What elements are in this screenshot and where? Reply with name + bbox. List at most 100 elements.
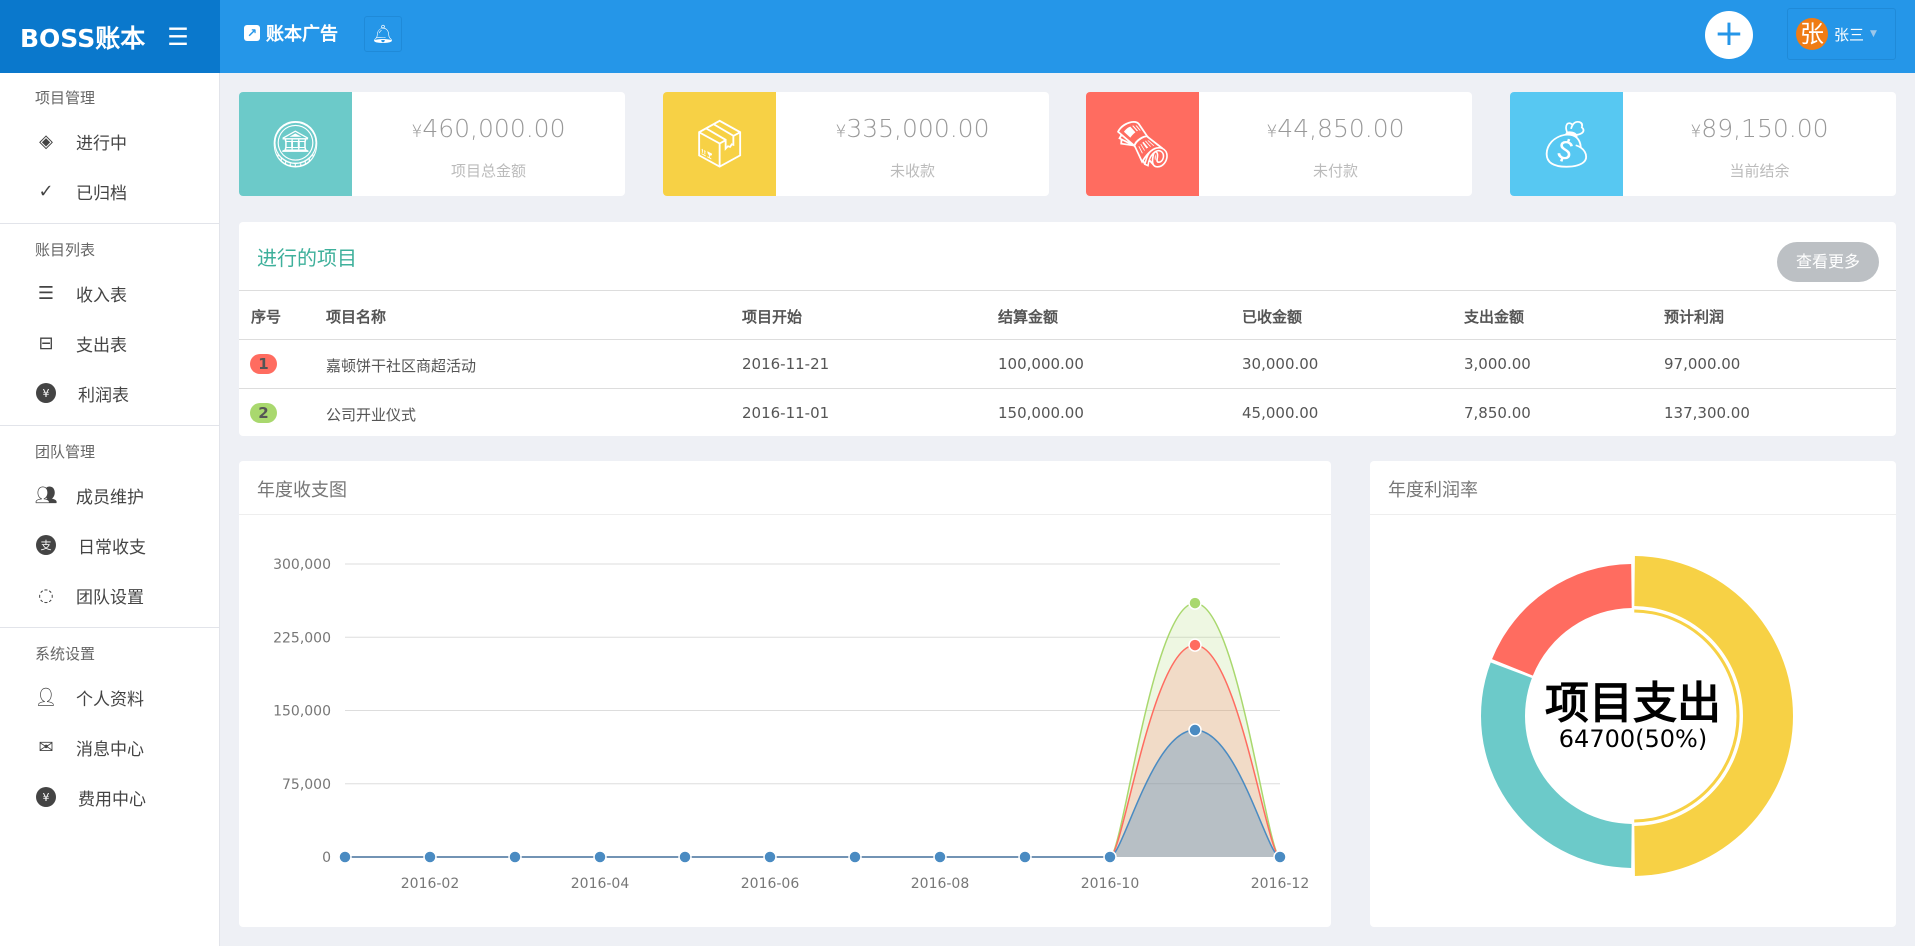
panel-title: 年度收支图 (257, 480, 347, 501)
sidebar-section-title: 系统设置 (35, 645, 96, 663)
data-point (1018, 850, 1032, 864)
data-point (933, 850, 947, 864)
projects-table: 序号 项目名称 项目开始 结算金额 已收金额 支出金额 预计利润 1 嘉顿饼干社区商超活动 201… (239, 290, 1896, 437)
donut-chart (1481, 556, 1794, 876)
sidebar-item-label: 支出表 (76, 335, 127, 356)
sidebar-item-label: 个人资料 (76, 689, 144, 710)
amount-value: 89,150.00 (1701, 114, 1829, 143)
sidebar-item-label: 成员维护 (76, 487, 144, 508)
amount-value: 335,000.00 (846, 114, 990, 143)
sidebar-item-label: 收入表 (76, 285, 127, 306)
zhi-circle-icon: 支 (36, 535, 56, 555)
donut-slice[interactable] (1481, 662, 1632, 868)
column-header: 预计利润 (1664, 308, 1725, 326)
projects-panel: 进行的项目 查看更多 序号 项目名称 项目开始 结算金额 已收金额 支出金额 预计利润 1 嘉顿… (239, 222, 1896, 436)
sidebar-item[interactable]: ✉ 消息中心 (0, 727, 220, 767)
column-header: 结算金额 (998, 308, 1059, 326)
sidebar-item[interactable]: ¥ 费用中心 (0, 777, 220, 817)
sidebar-item[interactable]: 👥︎ 成员维护 (0, 475, 220, 515)
sidebar-item[interactable]: ◌ 团队设置 (0, 575, 220, 615)
series-area (345, 730, 1280, 857)
cell-settle: 100,000.00 (998, 355, 1084, 373)
brand-logo[interactable]: BOSS账本 ☰ (0, 0, 220, 73)
stat-card: 📦︎ ¥335,000.00 未收款 (663, 92, 1049, 196)
y-tick-label: 150,000 (273, 704, 331, 720)
bell-icon[interactable]: 🔔︎ (364, 16, 402, 52)
table-row[interactable]: 1 嘉顿饼干社区商超活动 2016-11-21 100,000.00 30,000.00… (239, 339, 1896, 388)
y-tick-label: 75,000 (282, 777, 331, 793)
stat-amount: ¥44,850.00 (1199, 114, 1472, 143)
data-point (1188, 723, 1202, 737)
donut-slice[interactable] (1492, 564, 1632, 676)
sidebar-item[interactable]: 支 日常收支 (0, 525, 220, 565)
series-line (345, 729, 1281, 858)
cell-received: 45,000.00 (1242, 404, 1319, 422)
area-chart: 0 75,000 150,000 225,000 300,000 2016-02 2016-… (273, 557, 1310, 892)
donut-slice[interactable] (1634, 556, 1794, 876)
check-circle-icon: ✓ (38, 180, 54, 202)
table-row[interactable]: 2 公司开业仪式 2016-11-01 150,000.00 45,000.00 7,85… (239, 388, 1896, 437)
amount-value: 44,850.00 (1277, 114, 1405, 143)
panel-title: 年度利润率 (1388, 480, 1478, 501)
data-point (848, 850, 862, 864)
sidebar-section-title: 账目列表 (35, 241, 96, 259)
sidebar: 项目管理 ◈ 进行中 ✓ 已归档 账目列表 ☰ 收入表 ⊟ 支出表 ¥ 利润表 团队管理 👥︎ 成员维护支 日… (0, 73, 220, 946)
view-more-button[interactable]: 查看更多 (1777, 242, 1879, 282)
cell-name[interactable]: 嘉顿饼干社区商超活动 (326, 357, 477, 375)
x-tick-label: 2016-08 (911, 876, 970, 892)
x-tick-label: 2016-12 (1251, 876, 1310, 892)
ad-link[interactable]: ↗ 账本广告 (244, 20, 338, 46)
cell-expense: 3,000.00 (1464, 355, 1531, 373)
stat-card: 🗞︎ ¥44,850.00 未付款 (1086, 92, 1472, 196)
database-icon: ☰ (37, 282, 55, 304)
amount-value: 460,000.00 (422, 114, 566, 143)
table-header: 序号 项目名称 项目开始 结算金额 已收金额 支出金额 预计利润 (239, 290, 1896, 339)
data-point (1103, 850, 1117, 864)
money-bag-icon: ¥ (36, 787, 56, 807)
sidebar-item-label: 进行中 (76, 133, 127, 154)
series-area (345, 603, 1280, 857)
add-button[interactable]: + (1705, 11, 1753, 59)
money-bag-icon: ¥ (36, 383, 56, 403)
income-expense-chart-panel: 年度收支图 0 75,000 150,000 225,000 300,000 2016-0… (239, 461, 1331, 927)
cell-profit: 97,000.00 (1664, 355, 1741, 373)
column-header: 已收金额 (1242, 308, 1303, 326)
sidebar-section-title: 项目管理 (35, 89, 96, 107)
brand-name: BOSS账本 (20, 23, 146, 53)
cell-name[interactable]: 公司开业仪式 (326, 406, 417, 424)
stat-amount: ¥335,000.00 (776, 114, 1049, 143)
sidebar-item[interactable]: ✓ 已归档 (0, 171, 220, 211)
column-header: 支出金额 (1464, 308, 1525, 326)
caret-down-icon: ▼ (1870, 29, 1877, 39)
sidebar-item-label: 日常收支 (78, 537, 146, 558)
donut-center-value: 64700(50%) (1558, 725, 1708, 753)
stat-card: 💰︎ ¥89,150.00 当前结余 (1510, 92, 1896, 196)
stat-label: 当前结余 (1729, 162, 1790, 180)
ad-label: 账本广告 (266, 24, 338, 45)
sidebar-divider (0, 223, 220, 224)
database-minus-icon: ⊟ (38, 332, 54, 354)
user-menu[interactable]: 张张三 ▼ (1787, 8, 1896, 60)
cell-start: 2016-11-21 (742, 355, 830, 373)
sidebar-item[interactable]: ⊟ 支出表 (0, 323, 220, 363)
data-point (1188, 638, 1202, 652)
panel-title: 进行的项目 (257, 246, 357, 270)
currency-symbol: ¥ (1690, 122, 1702, 142)
slice-highlight-ring (1634, 609, 1740, 823)
stat-amount: ¥89,150.00 (1623, 114, 1896, 143)
sidebar-item[interactable]: ◈ 进行中 (0, 121, 220, 161)
x-tick-label: 2016-10 (1081, 876, 1140, 892)
y-tick-label: 0 (322, 850, 331, 866)
x-tick-label: 2016-06 (741, 876, 800, 892)
profile-icon: 👤︎ (34, 686, 58, 708)
sidebar-item[interactable]: ¥ 利润表 (0, 373, 220, 413)
sidebar-item-label: 消息中心 (76, 739, 144, 760)
sidebar-item[interactable]: ☰ 收入表 (0, 273, 220, 313)
cell-start: 2016-11-01 (742, 404, 830, 422)
sidebar-item[interactable]: 👤︎ 个人资料 (0, 677, 220, 717)
sidebar-item-label: 费用中心 (78, 789, 146, 810)
stat-label: 项目总金额 (450, 162, 526, 180)
profit-rate-panel: 年度利润率 项目支出 64700(50%) (1370, 461, 1896, 927)
stat-label: 未付款 (1312, 162, 1358, 180)
hamburger-icon[interactable]: ☰ (167, 22, 189, 51)
